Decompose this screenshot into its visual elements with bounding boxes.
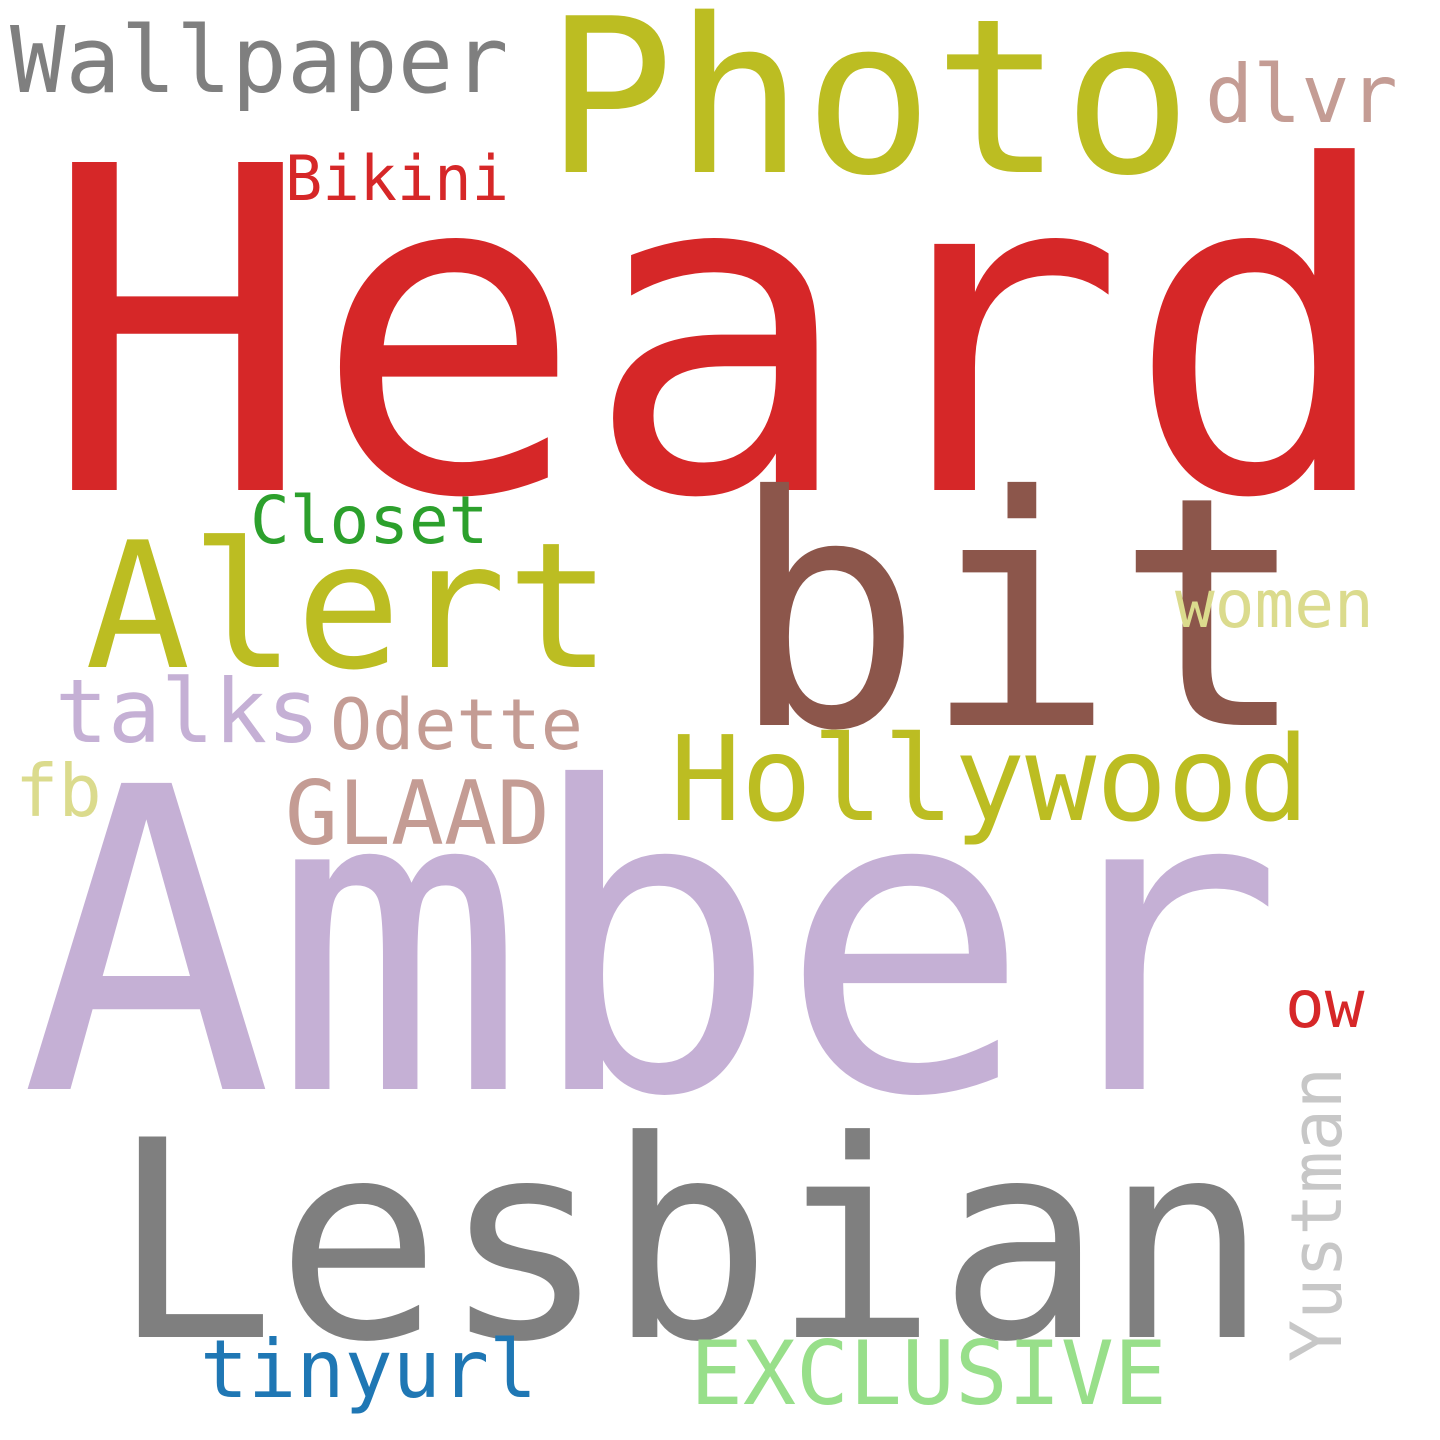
word-odette: Odette — [330, 684, 583, 766]
word-bit: bit — [730, 429, 1308, 801]
word-exclusive: EXCLUSIVE — [690, 1322, 1167, 1425]
word-tinyurl: tinyurl — [200, 1323, 538, 1416]
word-women: women — [1175, 566, 1374, 643]
word-lesbian: Lesbian — [110, 1082, 1269, 1402]
word-talks: talks — [55, 660, 320, 763]
word-heard: Heard — [42, 73, 1397, 597]
word-amber: Amber — [20, 700, 1285, 1189]
word-bikini: Bikini — [285, 142, 509, 215]
word-wallpaper: Wallpaper — [10, 7, 509, 114]
word-closet: Closet — [250, 482, 489, 559]
word-photo: Photo — [545, 0, 1193, 223]
word-dlvr: dlvr — [1205, 48, 1398, 141]
word-fb: fb — [15, 749, 102, 833]
word-ow: ow — [1285, 966, 1365, 1043]
word-yustman: Yustman — [1276, 1066, 1358, 1362]
word-hollywood: Hollywood — [670, 710, 1310, 848]
word-glaad: GLAAD — [285, 762, 550, 865]
word-alert: Alert — [85, 506, 612, 709]
